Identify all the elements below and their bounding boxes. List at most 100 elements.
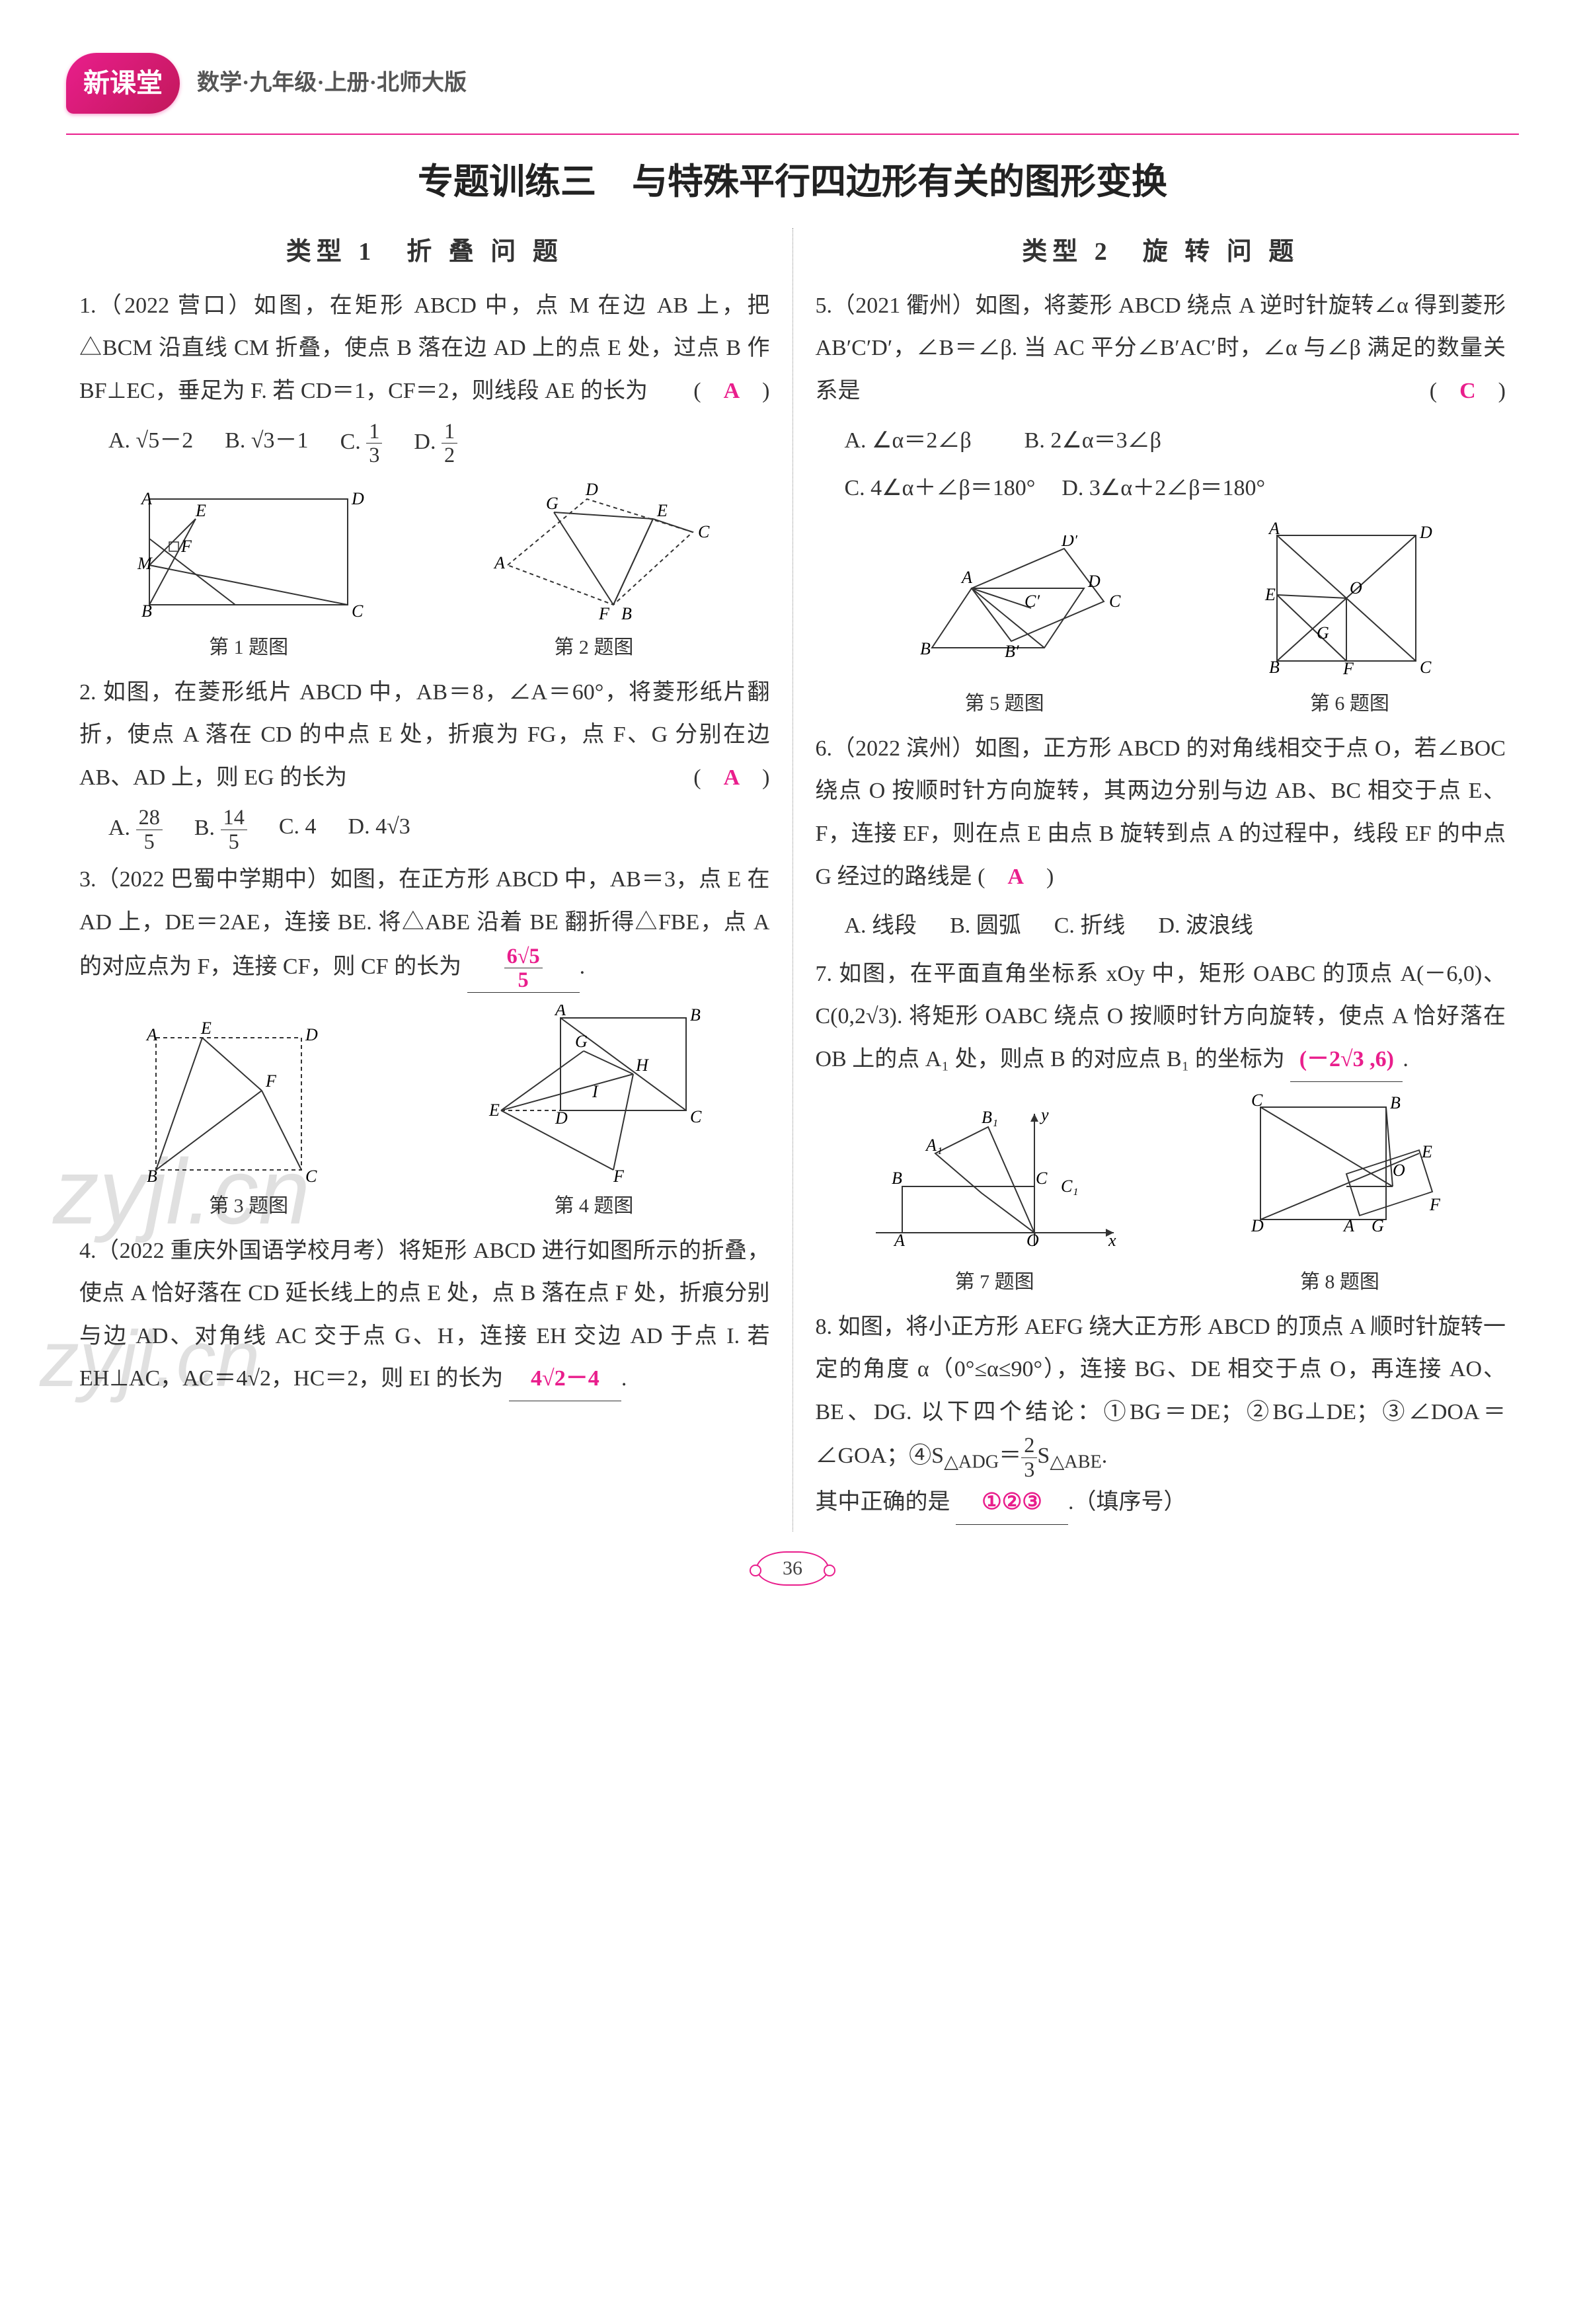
svg-text:O: O — [1350, 578, 1362, 598]
problem-4: 4.（2022 重庆外国语学校月考）将矩形 ABCD 进行如图所示的折叠，使点 … — [79, 1230, 770, 1401]
q2-text: 2. 如图，在菱形纸片 ABCD 中，AB＝8，∠A＝60°，将菱形纸片翻折，使… — [79, 680, 770, 790]
q7-q8-figures: A B C O x y B₁ A₁ C₁ 第 7 题图 — [816, 1094, 1506, 1301]
q2-options: A. 285 B. 145 C. 4 D. 4√3 — [108, 806, 770, 853]
q6-answer: A — [1007, 865, 1024, 889]
svg-text:B: B — [147, 1167, 157, 1183]
two-column-layout: 类型 1 折 叠 问 题 1.（2022 营口）如图，在矩形 ABCD 中，点 … — [66, 228, 1519, 1531]
svg-text:D′: D′ — [1061, 535, 1078, 550]
svg-text:C: C — [1251, 1094, 1263, 1110]
q5-answer: C — [1459, 379, 1476, 403]
svg-text:B: B — [920, 639, 931, 658]
svg-text:C: C — [305, 1167, 317, 1183]
q5-opt-b: B. 2∠α＝3∠β — [1024, 420, 1161, 463]
svg-text:D: D — [585, 480, 598, 499]
svg-text:C: C — [690, 1107, 702, 1126]
svg-text:B: B — [892, 1169, 902, 1188]
right-column: 类型 2 旋 转 问 题 5.（2021 衢州）如图，将菱形 ABCD 绕点 A… — [793, 228, 1520, 1531]
q3-q4-figures: zyjl.cn A E D F B C 第 3 题图 — [79, 1005, 770, 1225]
svg-text:C′: C′ — [1024, 592, 1040, 611]
q6-opt-c: C. 折线 — [1054, 905, 1126, 948]
q5-answer-slot: ( C ) — [1430, 370, 1506, 413]
fig5-label: 第 5 题图 — [872, 685, 1137, 722]
q4-text: 4.（2022 重庆外国语学校月考）将矩形 ABCD 进行如图所示的折叠，使点 … — [79, 1239, 770, 1391]
svg-text:B: B — [1390, 1094, 1401, 1112]
q5-text: 5.（2021 衢州）如图，将菱形 ABCD 绕点 A 逆时针旋转∠α 得到菱形… — [816, 293, 1506, 403]
fig8-label: 第 8 题图 — [1221, 1263, 1459, 1301]
brand-logo: 新课堂 — [66, 53, 180, 114]
problem-8: 8. 如图，将小正方形 AEFG 绕大正方形 ABCD 的顶点 A 顺时针旋转一… — [816, 1306, 1506, 1525]
q2-opt-b: B. 145 — [194, 806, 247, 853]
svg-text:O: O — [1026, 1231, 1039, 1250]
figure-3: A E D F B C 第 3 题图 — [136, 1018, 361, 1225]
svg-text:y: y — [1039, 1107, 1049, 1124]
svg-text:F: F — [180, 537, 192, 556]
svg-text:B: B — [690, 1005, 701, 1025]
figure-4: A B G H I E D C F 第 4 题图 — [475, 1005, 713, 1225]
q8-tail: .（填序号） — [1068, 1490, 1186, 1514]
q3-text: 3.（2022 巴蜀中学期中）如图，在正方形 ABCD 中，AB＝3，点 E 在… — [79, 867, 770, 978]
q5-q6-figures: A D′ D C′ C B B′ 第 5 题图 — [816, 522, 1506, 722]
svg-text:E: E — [488, 1101, 500, 1120]
type2-title: 类型 2 旋 转 问 题 — [816, 228, 1506, 276]
q1-opt-a: A. √5－2 — [108, 420, 193, 467]
q1-opt-c: C. 13 — [340, 420, 383, 467]
figure-6: A D O E G B F C 第 6 题图 — [1251, 522, 1449, 722]
svg-text:A: A — [1268, 522, 1280, 538]
q5-opt-a: A. ∠α＝2∠β — [845, 420, 972, 463]
left-column: 类型 1 折 叠 问 题 1.（2022 营口）如图，在矩形 ABCD 中，点 … — [66, 228, 793, 1531]
svg-text:A: A — [960, 568, 972, 587]
svg-text:C: C — [352, 601, 364, 621]
svg-text:E: E — [200, 1019, 212, 1038]
q1-options: A. √5－2 B. √3－1 C. 13 D. 12 — [108, 420, 770, 467]
figure-8: C B O E D A G F 第 8 题图 — [1221, 1094, 1459, 1301]
q1-answer: A — [724, 379, 740, 403]
svg-text:F: F — [1342, 659, 1354, 678]
svg-text:A: A — [145, 1025, 157, 1044]
svg-text:H: H — [635, 1056, 649, 1075]
q8-text1: 8. 如图，将小正方形 AEFG 绕大正方形 ABCD 的顶点 A 顺时针旋转一… — [816, 1315, 1506, 1469]
q1-answer-slot: ( A ) — [693, 370, 769, 413]
svg-text:A: A — [554, 1005, 566, 1019]
svg-text:A: A — [1342, 1216, 1354, 1235]
fig7-label: 第 7 题图 — [863, 1263, 1127, 1301]
q3-answer: 6√55 — [467, 945, 580, 993]
svg-text:B: B — [621, 604, 632, 623]
figure-5: A D′ D C′ C B B′ 第 5 题图 — [872, 535, 1137, 722]
q2-answer: A — [724, 765, 740, 790]
svg-text:F: F — [613, 1167, 625, 1183]
svg-text:D: D — [305, 1025, 318, 1044]
page-number-badge: 36 — [756, 1551, 829, 1586]
svg-text:B: B — [141, 601, 152, 621]
svg-text:G: G — [1372, 1216, 1384, 1235]
svg-text:F: F — [598, 604, 610, 623]
header-subtitle: 数学·九年级·上册·北师大版 — [197, 62, 467, 105]
svg-text:A: A — [893, 1231, 905, 1250]
q2-opt-a: A. 285 — [108, 806, 163, 853]
q8-answer: ①②③ — [956, 1481, 1068, 1525]
svg-text:C: C — [1036, 1169, 1048, 1188]
problem-3: 3.（2022 巴蜀中学期中）如图，在正方形 ABCD 中，AB＝3，点 E 在… — [79, 859, 770, 992]
figure-7: A B C O x y B₁ A₁ C₁ 第 7 题图 — [863, 1107, 1127, 1301]
svg-text:C: C — [698, 522, 710, 541]
q6-options: A. 线段 B. 圆弧 C. 折线 D. 波浪线 — [845, 905, 1506, 948]
q5-opt-c: C. 4∠α＋∠β＝180° — [845, 467, 1036, 510]
q5-opt-d: D. 3∠α＋2∠β＝180° — [1062, 467, 1265, 510]
fig4-label: 第 4 题图 — [475, 1187, 713, 1225]
problem-1: 1.（2022 营口）如图，在矩形 ABCD 中，点 M 在边 AB 上，把△B… — [79, 285, 770, 413]
fig6-label: 第 6 题图 — [1251, 685, 1449, 722]
q5-options-row1: A. ∠α＝2∠β B. 2∠α＝3∠β — [845, 420, 1506, 463]
figure-2: A G D E C F B 第 2 题图 — [468, 479, 719, 666]
q1-q2-figures: A E D M F B C 第 1 题图 A — [79, 479, 770, 666]
svg-text:E: E — [1264, 585, 1276, 604]
svg-text:A: A — [493, 553, 505, 572]
type1-title: 类型 1 折 叠 问 题 — [79, 228, 770, 276]
fig3-label: 第 3 题图 — [136, 1187, 361, 1225]
svg-text:E: E — [656, 501, 668, 520]
q2-opt-c: C. 4 — [279, 806, 317, 853]
fig2-label: 第 2 题图 — [468, 629, 719, 666]
svg-text:F: F — [1429, 1195, 1441, 1214]
svg-text:G: G — [546, 494, 559, 513]
q1-opt-d: D. 12 — [414, 420, 457, 467]
q8-text2: 其中正确的是 — [816, 1490, 950, 1514]
svg-text:F: F — [265, 1071, 277, 1091]
